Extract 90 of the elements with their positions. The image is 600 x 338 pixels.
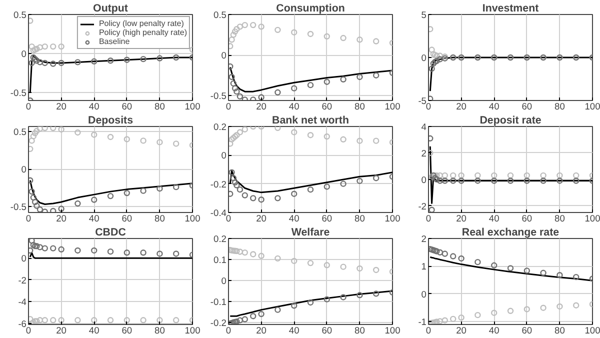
x-tick-label: 80 — [154, 326, 165, 336]
x-tick-label: 80 — [554, 102, 565, 112]
x-tick-label: 100 — [384, 102, 400, 112]
y-tick-label: 0 — [21, 254, 27, 264]
y-tick-label: -0.5 — [210, 91, 227, 102]
y-tick-label: 5 — [421, 10, 427, 20]
x-tick-label: 100 — [584, 326, 600, 336]
chart-title: CBDC — [95, 226, 126, 238]
x-tick-label: 80 — [554, 214, 565, 224]
x-tick-label: 40 — [488, 102, 500, 112]
chart-title: Consumption — [276, 2, 345, 14]
x-tick-label: 80 — [354, 214, 365, 224]
y-tick-label: -0.2 — [210, 318, 227, 328]
x-tick-label: 100 — [384, 214, 400, 224]
x-tick-label: 60 — [122, 214, 132, 224]
x-tick-label: 100 — [584, 102, 600, 112]
chart-title: Output — [93, 2, 128, 14]
x-tick-label: 40 — [288, 102, 300, 112]
x-tick-label: 20 — [256, 326, 267, 336]
y-tick-label: 2 — [421, 234, 427, 244]
x-tick-label: 60 — [322, 214, 332, 224]
chart-title: Investment — [482, 2, 540, 14]
y-tick-label: 0 — [221, 150, 227, 161]
x-tick-label: 80 — [154, 102, 165, 112]
x-tick-label: 20 — [56, 102, 67, 112]
y-tick-label: 0.5 — [214, 10, 226, 20]
x-tick-label: 20 — [256, 214, 267, 224]
x-tick-label: 20 — [256, 102, 267, 112]
x-tick-label: 20 — [56, 326, 67, 336]
legend-label: Baseline — [98, 37, 130, 46]
x-tick-label: 60 — [122, 102, 132, 112]
chart-title: Real exchange rate — [462, 226, 560, 238]
x-tick-label: 60 — [322, 102, 332, 112]
y-tick-label: 1 — [421, 262, 427, 272]
y-tick-label: -4 — [18, 297, 27, 308]
x-tick-label: 100 — [584, 214, 600, 224]
x-tick-label: 20 — [456, 326, 467, 336]
x-tick-label: 60 — [522, 326, 532, 336]
x-tick-label: 80 — [554, 326, 565, 336]
x-tick-label: 40 — [88, 326, 100, 336]
y-tick-label: -0.4 — [210, 208, 227, 218]
y-tick-label: 0 — [421, 53, 427, 63]
y-tick-label: 0.2 — [214, 122, 226, 132]
y-tick-label: 0 — [421, 174, 427, 185]
y-tick-label: -5 — [418, 96, 427, 106]
x-tick-label: 100 — [184, 102, 200, 112]
chart-title: Deposit rate — [480, 114, 542, 126]
x-tick-label: 60 — [522, 102, 532, 112]
y-tick-label: 0 — [421, 289, 427, 300]
y-tick-label: 0.5 — [14, 10, 26, 20]
y-tick-label: -0.5 — [10, 202, 27, 212]
y-tick-label: -2 — [18, 275, 27, 286]
x-tick-label: 40 — [88, 102, 100, 112]
chart-title: Bank net worth — [272, 114, 349, 126]
x-tick-label: 20 — [456, 102, 467, 112]
x-tick-label: 60 — [522, 214, 532, 224]
chart-title: Deposits — [88, 114, 134, 126]
x-tick-label: 20 — [456, 214, 467, 224]
x-tick-label: 100 — [184, 214, 200, 224]
y-tick-label: -0.1 — [210, 296, 227, 307]
x-tick-label: 20 — [56, 214, 67, 224]
y-tick-label: 0.1 — [214, 254, 226, 265]
x-tick-label: 80 — [154, 214, 165, 224]
y-tick-label: 0.5 — [14, 127, 26, 138]
y-tick-label: -1 — [418, 317, 427, 328]
y-tick-label: 0 — [21, 49, 27, 60]
x-tick-label: 80 — [354, 102, 365, 112]
x-tick-label: 80 — [354, 326, 365, 336]
legend-label: Policy (high penalty rate) — [98, 28, 187, 37]
x-tick-label: 60 — [322, 326, 332, 336]
x-tick-label: 100 — [384, 326, 400, 336]
x-tick-label: 40 — [488, 326, 500, 336]
y-tick-label: 0 — [21, 164, 27, 175]
y-tick-label: 2 — [421, 148, 427, 158]
legend-label: Policy (low penalty rate) — [98, 19, 184, 28]
y-tick-label: -0.2 — [210, 179, 227, 190]
y-tick-label: 0 — [221, 50, 227, 61]
y-tick-label: -6 — [18, 318, 27, 329]
x-tick-label: 100 — [184, 326, 200, 336]
y-tick-label: -0.5 — [10, 88, 27, 98]
y-tick-label: 4 — [421, 122, 427, 132]
x-tick-label: 40 — [288, 214, 300, 224]
y-tick-label: 0.2 — [214, 234, 226, 244]
x-tick-label: 40 — [488, 214, 500, 224]
chart-title: Welfare — [291, 226, 330, 238]
x-tick-label: 40 — [288, 326, 300, 336]
y-tick-label: -2 — [418, 201, 427, 212]
x-tick-label: 60 — [122, 326, 132, 336]
y-tick-label: 0 — [221, 276, 227, 286]
x-tick-label: 40 — [88, 214, 100, 224]
